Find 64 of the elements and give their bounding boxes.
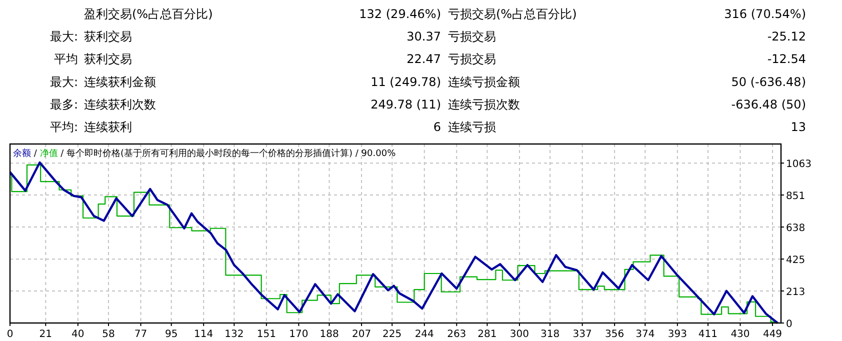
annotation: / 每个即时价格(基于所有可利用的最小时段的每一个价格的分形插值计算) / 90.00% [58, 148, 396, 159]
y-tick-label: 425 [786, 255, 806, 266]
x-tick-label: 58 [102, 329, 115, 340]
category-label: 最大: [50, 74, 78, 89]
category-label: 平均: [50, 120, 78, 134]
x-tick-label: 40 [72, 329, 84, 340]
text: 盈利交易(%占总百分比) [84, 7, 213, 21]
series-label: 净值 [36, 148, 58, 159]
text: 连续亏损金额 [448, 74, 520, 89]
y-tick-label: 213 [786, 286, 806, 298]
x-tick-label: 281 [478, 329, 497, 340]
text: 连续亏损次数 [448, 97, 520, 112]
text: 11 (249.78) [370, 74, 441, 89]
x-tick-label: 318 [540, 329, 560, 340]
y-tick-label: 851 [786, 190, 806, 202]
text: 亏损交易 [448, 30, 496, 44]
text: 亏损交易(%占总百分比) [448, 7, 577, 21]
text: 获利交易 [84, 52, 132, 66]
category-label: 最大: [50, 30, 78, 44]
x-tick-label: 207 [352, 329, 372, 340]
y-tick-label: 0 [786, 319, 792, 330]
x-tick-label: 244 [414, 329, 434, 340]
x-tick-label: 132 [224, 329, 244, 340]
text: 316 (70.54%) [724, 7, 806, 21]
text: 连续获利 [84, 120, 132, 134]
x-tick-label: 263 [447, 329, 466, 340]
x-tick-label: 170 [289, 329, 308, 340]
x-tick-label: 300 [510, 329, 530, 340]
x-tick-label: 188 [320, 329, 339, 340]
text: -636.48 (50) [731, 97, 806, 112]
text: -12.54 [767, 52, 806, 66]
text: 6 [433, 120, 441, 134]
text: 亏损交易 [448, 52, 496, 66]
x-tick-label: 21 [39, 329, 52, 340]
text: -25.12 [767, 30, 806, 44]
text: 22.47 [406, 52, 441, 66]
text: 连续获利次数 [84, 97, 156, 112]
x-tick-label: 0 [6, 329, 14, 340]
x-tick-label: 411 [698, 329, 718, 340]
text: 13 [790, 120, 806, 134]
text: 50 (-636.48) [731, 74, 806, 89]
text: 249.78 (11) [370, 97, 441, 112]
text: 连续获利金额 [84, 74, 156, 89]
category-label: 最多: [50, 97, 78, 112]
text: 30.37 [406, 30, 441, 44]
x-tick-label: 393 [668, 329, 687, 340]
text: 获利交易 [84, 30, 132, 44]
category-label: 平均 [54, 52, 78, 66]
x-tick-label: 356 [605, 329, 624, 340]
x-tick-label: 374 [636, 329, 655, 340]
annotation: / [31, 149, 38, 159]
x-tick-label: 77 [134, 329, 148, 340]
series-label: 余额 [13, 148, 31, 159]
text: 连续亏损 [448, 120, 496, 134]
x-tick-label: 337 [572, 329, 592, 340]
y-tick-label: 638 [786, 223, 806, 234]
x-tick-label: 151 [256, 329, 276, 340]
x-tick-label: 449 [762, 329, 782, 340]
x-tick-label: 430 [730, 329, 750, 340]
x-tick-label: 95 [164, 329, 178, 340]
text: 132 (29.46%) [359, 7, 441, 21]
y-tick-label: 1063 [786, 159, 812, 170]
x-tick-label: 114 [194, 329, 214, 340]
x-tick-label: 225 [382, 329, 402, 340]
